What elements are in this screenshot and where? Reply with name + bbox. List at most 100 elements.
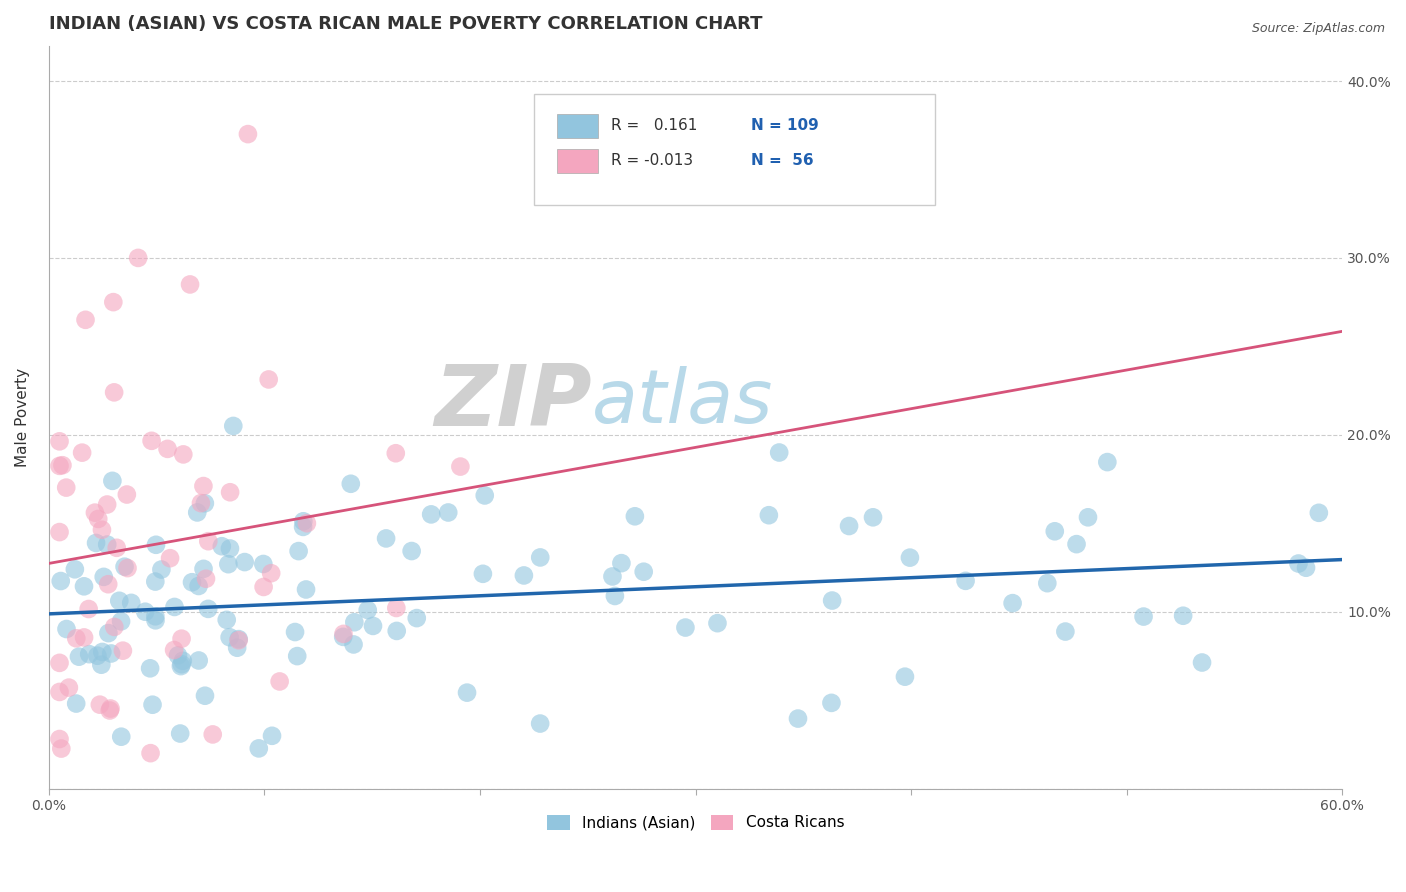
Indians (Asian) (84, 536, 107, 550)
Indians (Asian) (218, 630, 240, 644)
Costa Ricans (228, 633, 250, 648)
Indians (Asian) (287, 544, 309, 558)
Indians (Asian) (1191, 656, 1213, 670)
Indians (Asian) (222, 419, 245, 434)
Costa Ricans (103, 295, 125, 310)
Indians (Asian) (67, 649, 90, 664)
Indians (Asian) (471, 566, 494, 581)
Indians (Asian) (194, 496, 217, 510)
Indians (Asian) (1132, 609, 1154, 624)
Costa Ricans (193, 479, 215, 493)
Costa Ricans (449, 459, 471, 474)
Indians (Asian) (513, 568, 536, 582)
Indians (Asian) (55, 622, 77, 636)
Costa Ricans (252, 580, 274, 594)
Costa Ricans (65, 632, 87, 646)
Indians (Asian) (228, 632, 250, 647)
Indians (Asian) (1054, 624, 1077, 639)
Costa Ricans (58, 681, 80, 695)
Costa Ricans (117, 561, 139, 575)
Costa Ricans (98, 704, 121, 718)
Indians (Asian) (898, 550, 921, 565)
Indians (Asian) (247, 741, 270, 756)
Text: R = -0.013: R = -0.013 (612, 153, 693, 169)
Indians (Asian) (1077, 510, 1099, 524)
Indians (Asian) (193, 562, 215, 576)
Indians (Asian) (172, 654, 194, 668)
Indians (Asian) (820, 696, 842, 710)
Costa Ricans (197, 534, 219, 549)
Indians (Asian) (63, 562, 86, 576)
Indians (Asian) (602, 569, 624, 583)
Indians (Asian) (101, 474, 124, 488)
Costa Ricans (77, 602, 100, 616)
Costa Ricans (100, 701, 122, 715)
Indians (Asian) (186, 505, 208, 519)
Indians (Asian) (862, 510, 884, 524)
Indians (Asian) (97, 626, 120, 640)
Costa Ricans (127, 251, 149, 265)
Indians (Asian) (894, 670, 917, 684)
Indians (Asian) (1001, 596, 1024, 610)
Indians (Asian) (1295, 560, 1317, 574)
Costa Ricans (159, 551, 181, 566)
Indians (Asian) (215, 613, 238, 627)
Indians (Asian) (143, 609, 166, 624)
Costa Ricans (332, 627, 354, 641)
Indians (Asian) (120, 596, 142, 610)
Text: INDIAN (ASIAN) VS COSTA RICAN MALE POVERTY CORRELATION CHART: INDIAN (ASIAN) VS COSTA RICAN MALE POVER… (49, 15, 762, 33)
Costa Ricans (48, 731, 70, 746)
Indians (Asian) (357, 603, 380, 617)
Indians (Asian) (134, 605, 156, 619)
Indians (Asian) (821, 593, 844, 607)
Costa Ricans (115, 487, 138, 501)
Y-axis label: Male Poverty: Male Poverty (15, 368, 30, 467)
Costa Ricans (172, 447, 194, 461)
Costa Ricans (97, 577, 120, 591)
Indians (Asian) (340, 476, 363, 491)
Indians (Asian) (169, 726, 191, 740)
Indians (Asian) (603, 589, 626, 603)
Indians (Asian) (295, 582, 318, 597)
Costa Ricans (201, 727, 224, 741)
Indians (Asian) (437, 506, 460, 520)
Indians (Asian) (139, 661, 162, 675)
Costa Ricans (51, 741, 73, 756)
Indians (Asian) (285, 649, 308, 664)
Indians (Asian) (292, 520, 315, 534)
Costa Ricans (139, 746, 162, 760)
Indians (Asian) (610, 556, 633, 570)
Text: Source: ZipAtlas.com: Source: ZipAtlas.com (1251, 22, 1385, 36)
Indians (Asian) (401, 544, 423, 558)
Indians (Asian) (284, 625, 307, 640)
Indians (Asian) (529, 716, 551, 731)
Indians (Asian) (675, 621, 697, 635)
Costa Ricans (219, 485, 242, 500)
Costa Ricans (48, 434, 70, 449)
Costa Ricans (295, 516, 318, 531)
Costa Ricans (105, 541, 128, 555)
Indians (Asian) (332, 630, 354, 644)
FancyBboxPatch shape (534, 94, 935, 205)
Costa Ricans (48, 525, 70, 540)
Indians (Asian) (1171, 608, 1194, 623)
Indians (Asian) (90, 657, 112, 672)
Indians (Asian) (150, 562, 173, 576)
Indians (Asian) (405, 611, 427, 625)
Costa Ricans (84, 506, 107, 520)
Indians (Asian) (114, 559, 136, 574)
Indians (Asian) (252, 557, 274, 571)
Indians (Asian) (375, 532, 398, 546)
Indians (Asian) (1288, 557, 1310, 571)
Indians (Asian) (529, 550, 551, 565)
Costa Ricans (48, 685, 70, 699)
Indians (Asian) (77, 647, 100, 661)
Costa Ricans (96, 498, 118, 512)
Legend: Indians (Asian), Costa Ricans: Indians (Asian), Costa Ricans (541, 808, 851, 837)
Costa Ricans (384, 446, 406, 460)
Indians (Asian) (706, 616, 728, 631)
Indians (Asian) (838, 519, 860, 533)
Indians (Asian) (93, 570, 115, 584)
Text: atlas: atlas (592, 367, 773, 438)
Indians (Asian) (633, 565, 655, 579)
